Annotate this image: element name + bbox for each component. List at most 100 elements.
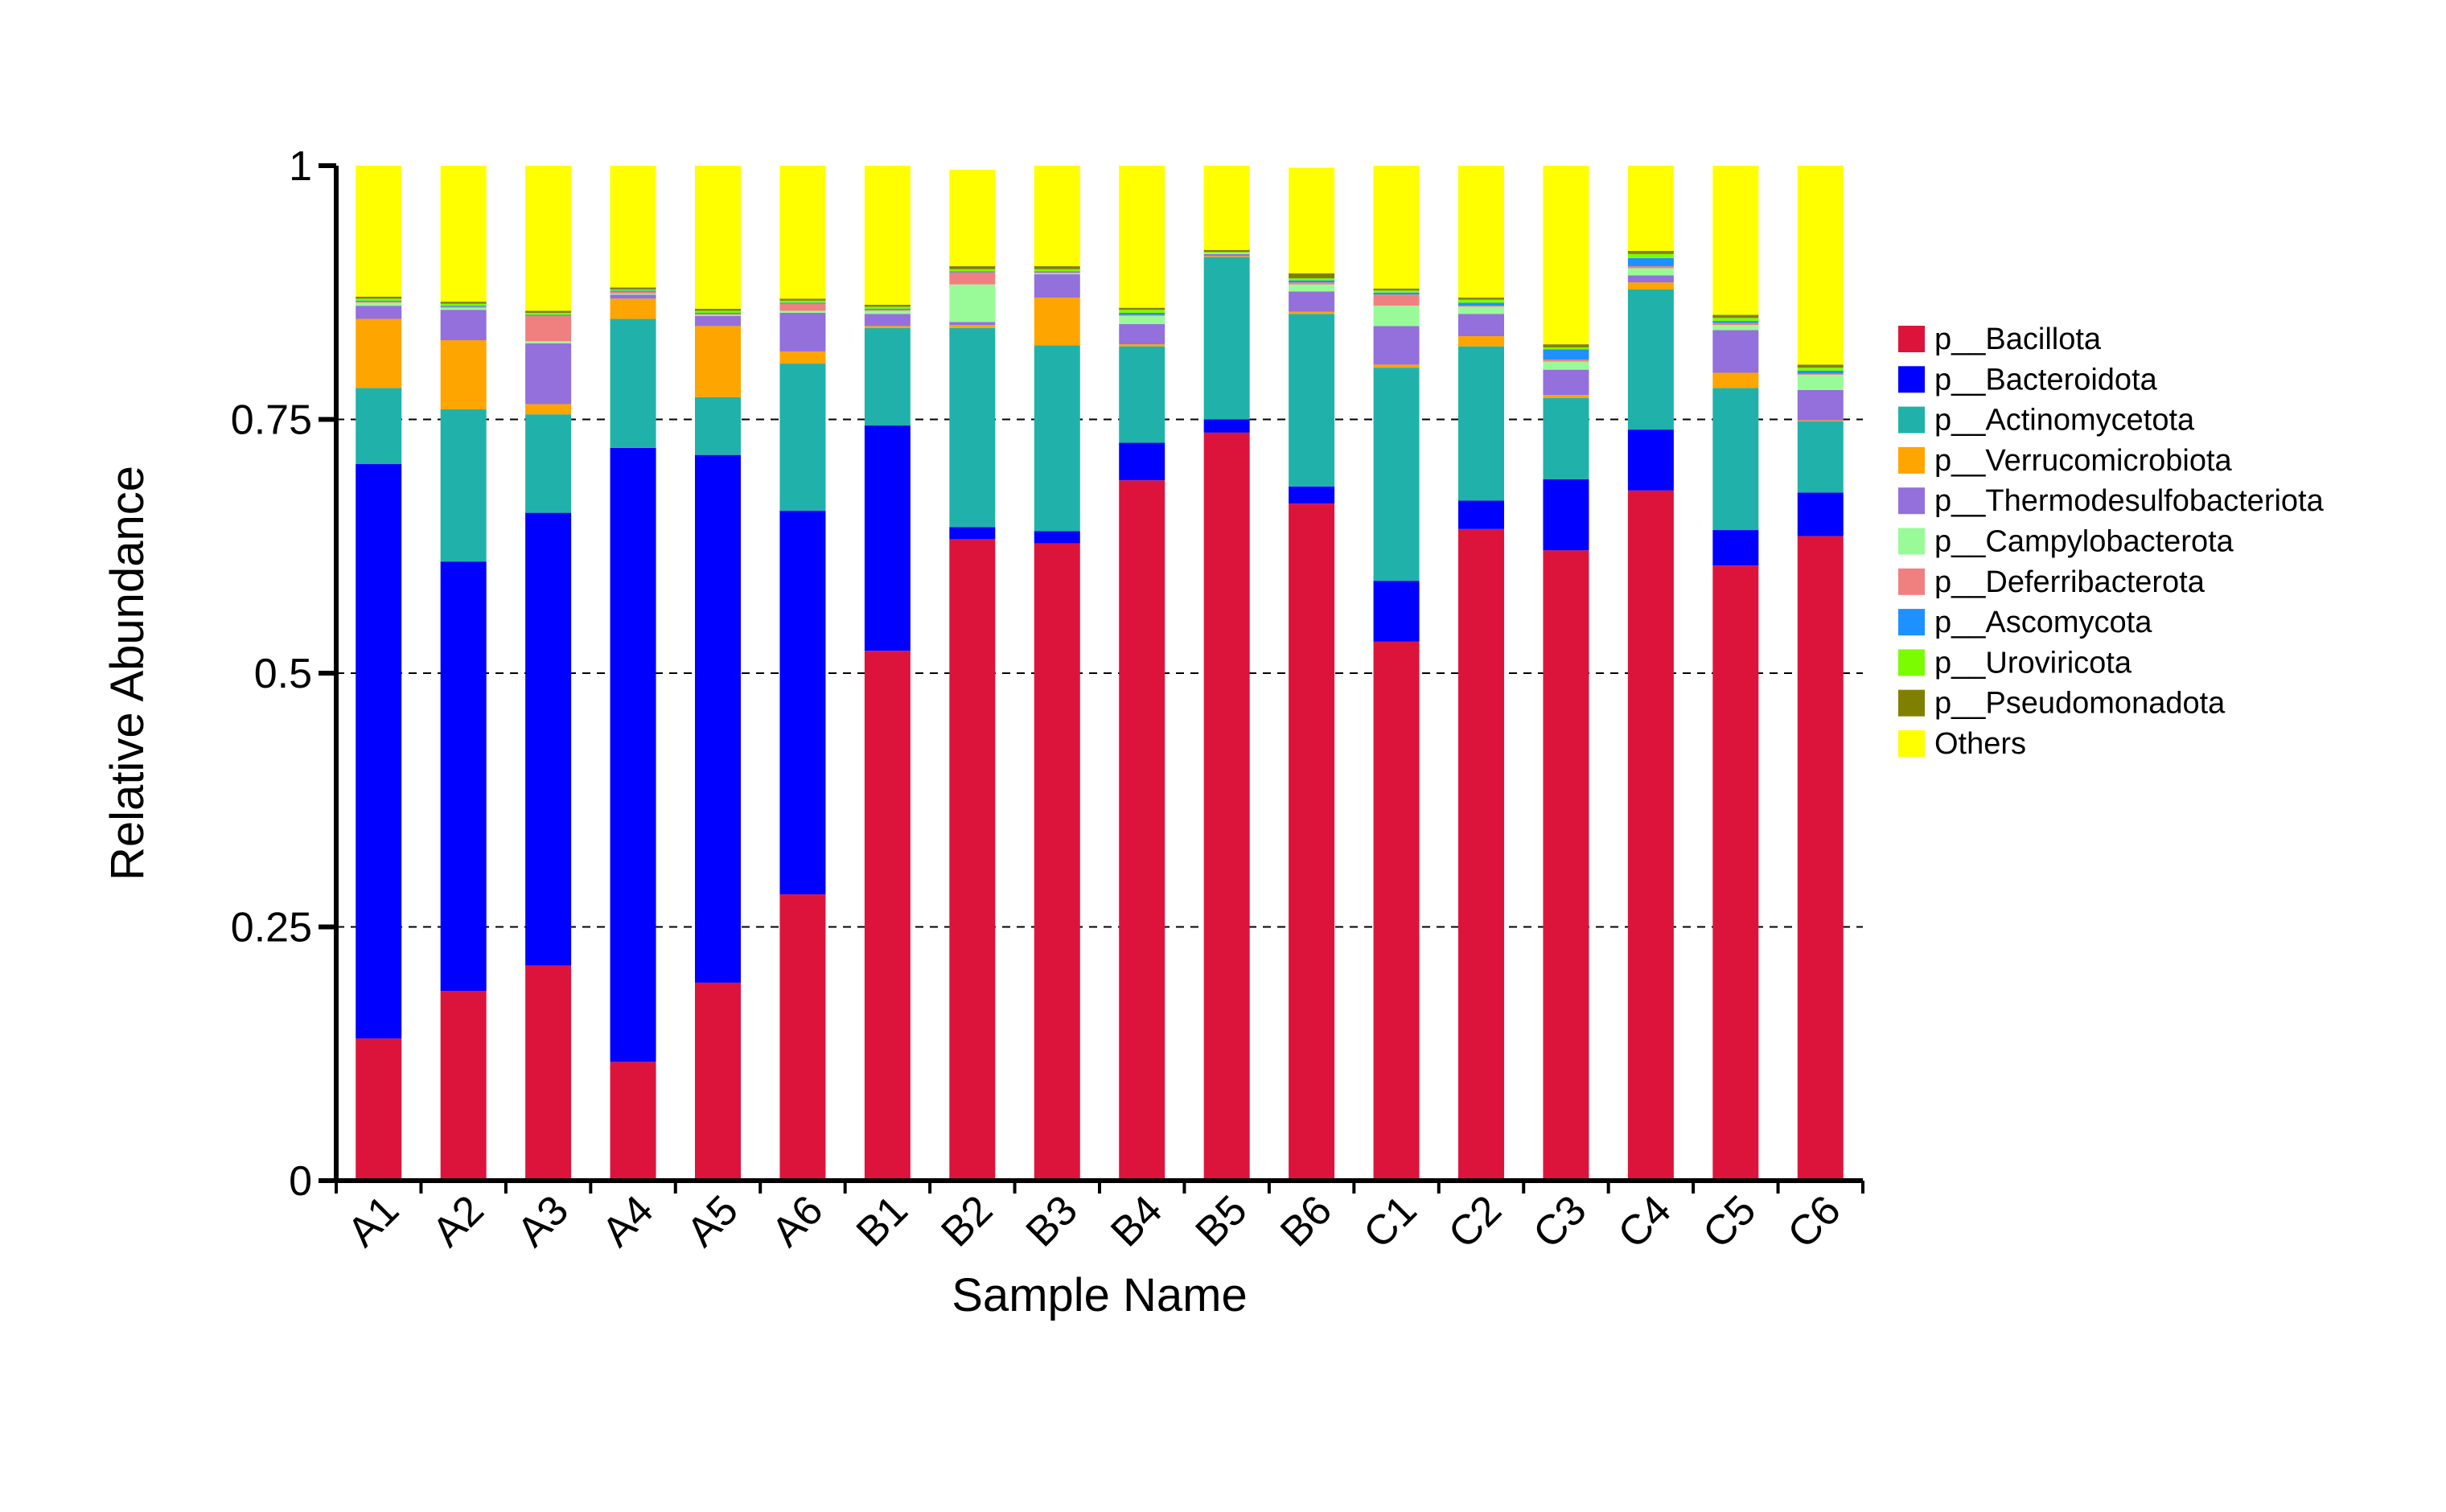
x-tick-label: C4: [1609, 1186, 1680, 1257]
legend-swatch: [1898, 730, 1925, 757]
bar-segment: [1543, 398, 1589, 479]
legend-item: p__Ascomycota: [1898, 606, 2152, 639]
bar-segment: [1289, 280, 1335, 283]
bar-segment: [1458, 500, 1504, 529]
legend-item: p__Verrucomicrobiota: [1898, 444, 2233, 478]
bar-segment: [864, 327, 911, 426]
legend-label: p__Verrucomicrobiota: [1934, 444, 2233, 478]
x-tick-label: B2: [932, 1186, 1001, 1255]
bar-segment: [1203, 432, 1250, 1181]
bar-segment: [1034, 265, 1080, 269]
bar-segment: [864, 651, 911, 1181]
legend: p__Bacillota p__Bacteroidota p__Actinomyce…: [1898, 323, 2325, 761]
bar-segment: [610, 166, 656, 288]
bar-segment: [440, 561, 487, 992]
bar-segment: [1034, 531, 1080, 544]
bar-segment: [1458, 336, 1504, 347]
bar-segment: [1119, 310, 1165, 313]
legend-swatch: [1898, 649, 1925, 676]
bar-segment: [1458, 166, 1504, 298]
bar-segment: [949, 327, 996, 528]
x-tick-label: B6: [1272, 1186, 1341, 1255]
bar-segment: [1289, 284, 1335, 292]
bar-segment: [440, 409, 487, 562]
bar-segment: [695, 310, 741, 313]
legend-item: p__Actinomycetota: [1898, 404, 2195, 438]
bar-segment: [525, 512, 572, 966]
bar-segment: [1034, 345, 1080, 532]
y-tick-labels: 0 0.25 0.5 0.75 1: [231, 143, 336, 1205]
legend-label: p__Bacillota: [1934, 323, 2102, 356]
legend-swatch: [1898, 689, 1925, 717]
bar-segment: [949, 170, 996, 266]
legend-label: Others: [1934, 727, 2026, 761]
bar-segment: [440, 340, 487, 409]
legend-swatch: [1898, 528, 1925, 555]
bar-segment: [1458, 306, 1504, 314]
bar-segment: [356, 166, 402, 297]
bar-segment: [1119, 315, 1165, 324]
y-tick-label: 1: [289, 143, 312, 190]
bar-segment: [1458, 299, 1504, 303]
x-tick-label: C3: [1524, 1186, 1595, 1257]
bar-segment: [1458, 314, 1504, 337]
legend-item: p__Deferribacterota: [1898, 565, 2206, 599]
x-tick-label: B4: [1102, 1186, 1171, 1255]
bar-segment: [949, 271, 996, 273]
x-tick-label: A3: [508, 1186, 578, 1255]
bar-segment: [356, 302, 402, 306]
bar-segment: [1373, 290, 1420, 293]
bar-segment: [1458, 346, 1504, 501]
bar-segment: [1373, 288, 1420, 291]
bar-segment: [695, 312, 741, 314]
bar-segment: [1203, 249, 1250, 253]
bar-segment: [1458, 302, 1504, 306]
bar-segment: [525, 312, 572, 315]
bar-segment: [356, 1038, 402, 1181]
bar-segment: [779, 310, 826, 313]
legend-swatch: [1898, 366, 1925, 393]
bar-segment: [356, 464, 402, 1039]
legend-label: p__Thermodesulfobacteriota: [1934, 484, 2325, 518]
bar-segment: [1543, 349, 1589, 360]
bar-segment: [779, 166, 826, 299]
bar-segment: [1034, 269, 1080, 272]
bar-segment: [610, 1062, 656, 1181]
bar-segment: [1543, 347, 1589, 350]
bar-segment: [1712, 166, 1759, 315]
bar-segment: [779, 302, 826, 304]
bar-segment: [1797, 370, 1844, 374]
bar-segment: [949, 272, 996, 285]
bar-segment: [1543, 369, 1589, 396]
bar-segment: [525, 965, 572, 1181]
bar-segment: [864, 308, 911, 310]
bar-segment: [1289, 311, 1335, 314]
bar-segment: [949, 325, 996, 328]
bar-segment: [779, 364, 826, 512]
bar-segment: [695, 308, 741, 311]
legend-item: p__Campylobacterota: [1898, 525, 2234, 559]
bar-segment: [1712, 530, 1759, 566]
x-tick-label: B1: [848, 1186, 917, 1255]
bar-segment: [440, 991, 487, 1181]
bar-segment: [525, 166, 572, 311]
legend-swatch: [1898, 609, 1925, 636]
y-tick-label: 0.25: [231, 905, 312, 951]
legend-label: p__Bacteroidota: [1934, 363, 2158, 396]
bar-segment: [1289, 486, 1335, 504]
bar-segment: [864, 310, 911, 314]
bar-segment: [1289, 314, 1335, 487]
bar-segment: [1797, 374, 1844, 390]
legend-swatch: [1898, 446, 1925, 474]
bar-segment: [610, 290, 656, 292]
bar-segment: [695, 326, 741, 397]
bar-segment: [1034, 298, 1080, 346]
bar-segment: [1543, 360, 1589, 362]
bar-segment: [1373, 641, 1420, 1181]
bar-segment: [864, 425, 911, 651]
bar-segment: [1203, 253, 1250, 257]
x-tick-label: C2: [1440, 1186, 1511, 1257]
bar-segment: [1543, 166, 1589, 345]
bar-segment: [1797, 492, 1844, 536]
